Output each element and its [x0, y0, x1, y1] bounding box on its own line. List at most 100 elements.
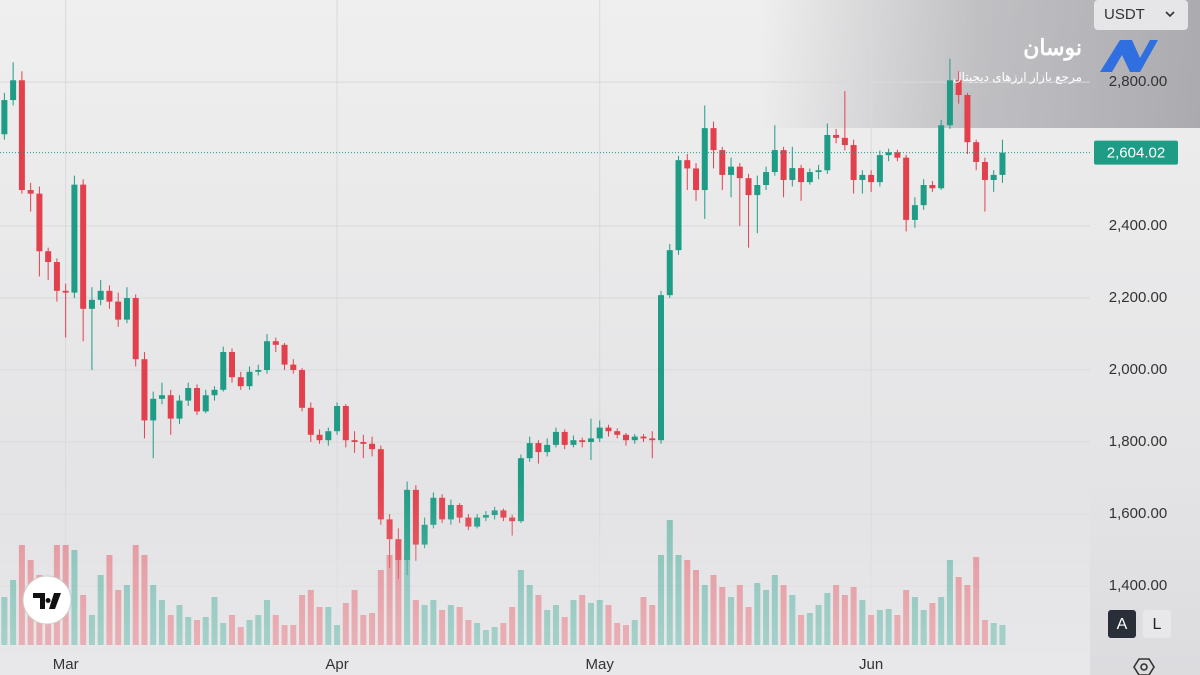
candle-body: [859, 174, 866, 180]
candle-body: [272, 341, 279, 345]
candle-body: [561, 431, 568, 445]
candle-body: [1, 100, 8, 135]
chevron: [1165, 11, 1175, 18]
candle-body: [185, 388, 192, 401]
candle-body: [614, 431, 621, 435]
currency-label: USDT: [1104, 6, 1145, 23]
candle-body: [999, 152, 1006, 175]
candle-body: [763, 172, 770, 186]
candle-body: [80, 184, 87, 309]
candle-body: [88, 299, 95, 309]
candle-body: [211, 389, 218, 396]
y-tick-label: 2,400.00: [1109, 217, 1167, 234]
candle-body: [325, 431, 332, 441]
candle-body: [640, 436, 647, 439]
x-tick-label: Apr: [325, 656, 348, 673]
candle-body: [334, 406, 341, 432]
candle-body: [973, 142, 980, 162]
candle-body: [115, 301, 122, 320]
candle-body: [299, 370, 306, 408]
candle-body: [780, 150, 787, 180]
settings-dot: [1140, 663, 1148, 671]
candle-body: [342, 406, 349, 441]
candle-body: [552, 431, 559, 445]
candle-body: [535, 443, 542, 453]
bottom-fade: [0, 480, 1090, 675]
candle-body: [745, 178, 752, 196]
log-button[interactable]: [1143, 610, 1171, 638]
auto-label: A: [1117, 616, 1128, 633]
candle-body: [246, 371, 253, 387]
candle-body: [176, 400, 183, 419]
watermark-logo: [1100, 40, 1158, 72]
candle-body: [938, 125, 945, 189]
candle-body: [150, 398, 157, 421]
candle-body: [62, 290, 69, 293]
log-label: L: [1153, 616, 1162, 633]
candle-body: [981, 161, 988, 180]
candle-body: [990, 174, 997, 180]
candle-body: [587, 438, 594, 442]
candle-body: [220, 352, 227, 390]
candle-body: [824, 134, 831, 171]
candle-body: [27, 190, 34, 194]
candle-body: [544, 444, 551, 453]
candle-body: [771, 150, 778, 173]
x-tick-label: May: [586, 656, 615, 673]
candle-body: [754, 185, 761, 196]
candle-body: [255, 370, 262, 372]
candle-body: [911, 205, 918, 220]
candle-body: [719, 150, 726, 175]
x-tick-label: Jun: [859, 656, 883, 673]
candle-body: [132, 298, 139, 360]
candle-body: [281, 344, 288, 365]
candle-body: [631, 436, 638, 441]
currency-select[interactable]: USDT: [1094, 0, 1188, 30]
candle-body: [351, 440, 358, 442]
candle-body: [885, 152, 892, 156]
candle-body: [36, 193, 43, 252]
candle-body: [45, 251, 52, 263]
candle-body: [850, 145, 857, 180]
candle-body: [570, 440, 577, 445]
candle-body: [10, 80, 17, 101]
candle-body: [596, 427, 603, 439]
candle-body: [605, 427, 612, 432]
candle-body: [526, 443, 533, 459]
candle-body: [622, 434, 629, 441]
y-tick-label: 2,200.00: [1109, 289, 1167, 306]
candle-body: [579, 440, 586, 442]
candle-body: [894, 152, 901, 158]
candle-body: [868, 174, 875, 183]
candle-body: [841, 137, 848, 146]
candle-body: [290, 364, 297, 371]
tv-logo-mark: [33, 593, 61, 609]
candle-body: [158, 395, 165, 399]
currency-box: [1094, 0, 1188, 30]
candle-body: [833, 134, 840, 138]
candle-body: [876, 155, 883, 183]
candle-body: [955, 80, 962, 96]
candle-body: [929, 185, 936, 189]
last-price-label: 2,604.02: [1107, 145, 1165, 162]
candle-body: [316, 434, 323, 441]
candle-body: [649, 438, 656, 441]
candle-body: [693, 168, 700, 191]
candle-body: [237, 377, 244, 387]
candle-body: [920, 185, 927, 206]
candle-body: [71, 184, 78, 293]
settings-icon[interactable]: [1133, 658, 1155, 675]
candle-body: [123, 298, 130, 320]
candle-body: [806, 172, 813, 183]
auto-button[interactable]: [1108, 610, 1136, 638]
candle-body: [964, 95, 971, 143]
candle-body: [167, 395, 174, 419]
candle-body: [710, 128, 717, 151]
candle-body: [307, 407, 314, 435]
tv-logo[interactable]: [22, 575, 72, 625]
watermark-subtitle: مرجع بازار ارزهای دیجیتال: [953, 70, 1082, 84]
candle-body: [106, 290, 113, 302]
candle-body: [658, 295, 665, 441]
candle-body: [53, 262, 60, 291]
